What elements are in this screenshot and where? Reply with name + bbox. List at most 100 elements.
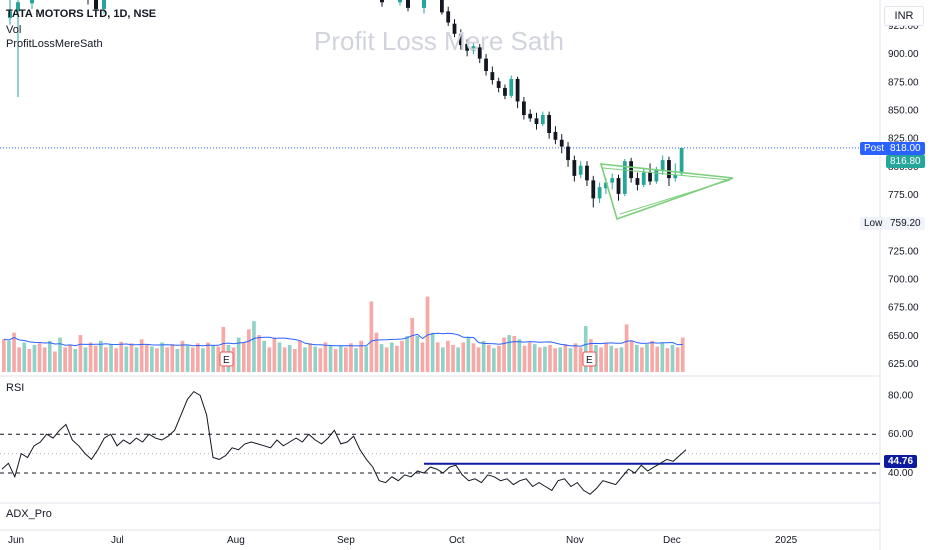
candle-body (572, 160, 577, 176)
volume-bar (231, 347, 236, 372)
adx-pane-label[interactable]: ADX_Pro (6, 508, 52, 520)
candle-body (380, 0, 384, 3)
volume-bar (88, 342, 93, 372)
volume-bar (532, 344, 537, 372)
price-tick-label: 775.00 (888, 190, 919, 201)
candle-body (471, 46, 476, 51)
candle-body (629, 161, 634, 179)
rsi-pane-label[interactable]: RSI (6, 382, 25, 394)
earnings-marker-label: E (223, 355, 230, 366)
candle-body (496, 81, 501, 88)
volume-bar (650, 340, 654, 372)
candle-body (648, 172, 652, 182)
volume-bar (502, 337, 506, 372)
volume-bar (119, 341, 124, 372)
low-label: Low (860, 217, 887, 230)
volume-bar (563, 344, 568, 372)
volume-bar (446, 340, 450, 372)
volume-bar (144, 344, 149, 372)
x-axis-label: Oct (449, 535, 465, 546)
volume-bar (640, 347, 644, 372)
volume-bar (471, 343, 476, 372)
volume-bar (257, 335, 261, 372)
volume-bar (451, 344, 455, 372)
earnings-marker (582, 351, 597, 367)
volume-bar (675, 347, 680, 372)
candle-body (679, 147, 684, 174)
volume-bar (93, 345, 98, 372)
candle-body (484, 58, 488, 72)
volume-bar (313, 346, 318, 372)
candle-body (94, 0, 98, 10)
volume-bar (578, 347, 583, 372)
last-price-tag: 816.80 (886, 155, 925, 168)
volume-bar (175, 349, 180, 372)
candle-body (559, 139, 564, 147)
volume-bar (47, 340, 52, 372)
volume-bar (389, 342, 394, 372)
volume-bar (165, 347, 170, 372)
candle-body (540, 114, 545, 124)
volume-bar (323, 342, 328, 372)
volume-bar (272, 337, 277, 372)
candle-body (477, 47, 482, 59)
candle-body (604, 182, 608, 189)
earnings-marker (219, 351, 234, 367)
volume-bar (568, 348, 573, 372)
price-tick-label: 900.00 (888, 49, 919, 60)
volume-bar (456, 347, 460, 372)
candle-body (616, 178, 621, 194)
volume-bar (599, 347, 603, 372)
rsi-tick-label: 60.00 (888, 429, 913, 440)
earnings-marker-label: E (586, 355, 593, 366)
volume-bar (190, 347, 195, 372)
volume-bar (553, 348, 557, 372)
symbol-title[interactable]: TATA MOTORS LTD, 1D, NSE (6, 8, 157, 20)
candle-body (515, 78, 520, 102)
volume-bar (400, 340, 404, 372)
volume-bar (114, 348, 118, 372)
post-value-tag: 818.00 (886, 142, 925, 155)
volume-bar (430, 332, 435, 372)
volume-bar (405, 335, 409, 372)
x-axis-label: Dec (663, 535, 681, 546)
volume-bar (262, 340, 267, 372)
volume-bar (527, 342, 532, 372)
volume-bar (129, 343, 134, 372)
candle-body (660, 160, 665, 171)
candle-body (591, 180, 596, 199)
candle-body (458, 33, 463, 46)
volume-bar (201, 348, 205, 372)
candle-body (641, 172, 646, 185)
candle-body (622, 161, 627, 194)
volume-bar (241, 342, 246, 372)
x-axis-label: Aug (227, 535, 245, 546)
volume-bar (369, 301, 374, 372)
volume-bar (160, 342, 164, 372)
volume-bar (537, 347, 542, 372)
volume-bar (374, 332, 379, 372)
volume-bar (12, 332, 16, 372)
x-axis-label: Nov (566, 535, 584, 546)
volume-bar (665, 348, 670, 372)
volume-bar (58, 337, 62, 372)
volume-bar (655, 346, 660, 372)
volume-bar (7, 340, 11, 372)
price-tick-label: 875.00 (888, 77, 919, 88)
price-tick-label: 825.00 (888, 134, 919, 145)
volume-bar (548, 344, 552, 372)
volume-bar (573, 343, 578, 372)
volume-label[interactable]: Vol (6, 24, 22, 36)
volume-bar (395, 345, 399, 372)
volume-bar (629, 340, 634, 372)
volume-bar (619, 347, 624, 372)
volume-bar (461, 342, 466, 372)
candle-body (566, 146, 570, 161)
candle-body (667, 160, 671, 179)
currency-button[interactable]: INR (884, 6, 924, 26)
candle-body (446, 11, 451, 23)
volume-bar (349, 343, 353, 372)
volume-bar (211, 344, 215, 372)
volume-ma-line (3, 332, 683, 347)
